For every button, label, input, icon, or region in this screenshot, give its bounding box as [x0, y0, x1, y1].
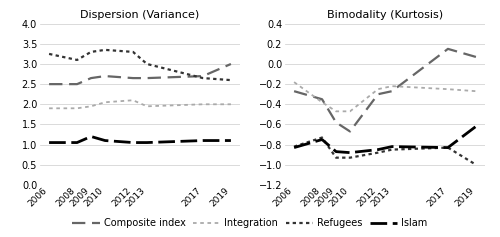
Title: Dispersion (Variance): Dispersion (Variance) — [80, 10, 200, 20]
Title: Bimodality (Kurtosis): Bimodality (Kurtosis) — [327, 10, 443, 20]
Legend: Composite index, Integration, Refugees, Islam: Composite index, Integration, Refugees, … — [68, 214, 432, 232]
